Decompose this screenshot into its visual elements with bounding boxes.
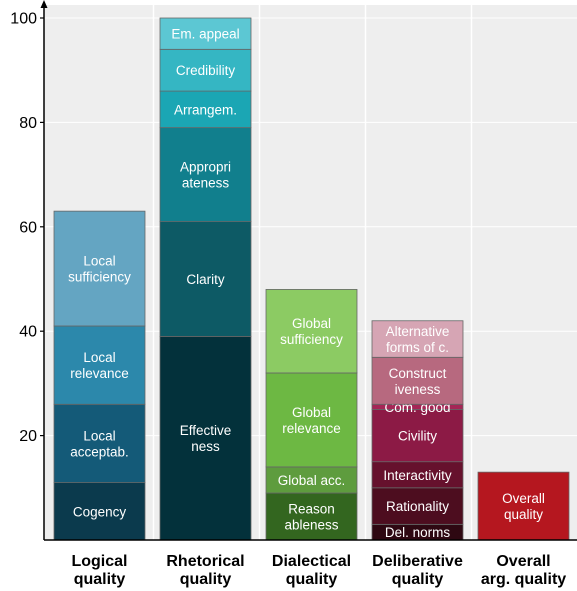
segment-label: Alternative forms of c. [386, 324, 450, 355]
segment-label: Appropri ateness [180, 160, 231, 191]
segment-label: Civility [398, 429, 437, 444]
segment-label: Local sufficiency [68, 254, 131, 285]
y-tick-label: 80 [19, 115, 37, 132]
segment-label: Global relevance [282, 405, 341, 436]
segment-label: Overall quality [502, 491, 545, 522]
category-labels: Logical quality Rhetorical quality Dialectic… [71, 553, 566, 588]
segment-label: Global sufficiency [280, 316, 343, 347]
bar-segment [53, 210, 146, 327]
bar-segment [371, 320, 464, 358]
bar-segment [371, 461, 464, 489]
category-label: Deliberative quality [372, 553, 463, 588]
category-label: Logical quality [71, 553, 127, 588]
segment-label: Local acceptab. [70, 428, 129, 459]
bar-stack: Effective ness Clarity Appropri ateness Arran… [159, 17, 252, 541]
bar-segment [371, 487, 464, 525]
bar-segment [159, 17, 252, 50]
segment-label: Credibility [176, 63, 236, 78]
segment-label: Local relevance [70, 350, 129, 381]
axes: 20 40 60 80 100 [10, 0, 577, 541]
category-label: Overall arg. quality [481, 553, 566, 588]
segment-label: Clarity [186, 272, 225, 287]
bar-segment [159, 127, 252, 222]
y-tick-label: 20 [19, 428, 37, 445]
segment-label: Construct iveness [389, 366, 447, 397]
segment-label: Rationality [386, 499, 449, 514]
segment-label: Del. norms [385, 525, 451, 540]
segment-label: Effective ness [180, 423, 232, 454]
bar-segment [477, 471, 570, 541]
bar-segment [53, 325, 146, 405]
y-tick-label: 60 [19, 219, 37, 236]
segment-label: Arrangem. [174, 102, 237, 117]
bar-segment [159, 48, 252, 92]
bar-segment [265, 372, 358, 468]
bar-stack: Overall quality [477, 471, 570, 541]
bar-stack: Cogency Local acceptab. Local relevance Local… [53, 210, 146, 541]
segment-label: Reason ableness [284, 502, 338, 533]
bar-segment [371, 356, 464, 405]
bar-segment [159, 221, 252, 337]
y-tick-label: 100 [10, 11, 37, 28]
bar-stack: Del. norms Rationality Interactivity Civili… [371, 320, 464, 541]
category-label: Rhetorical quality [166, 553, 244, 588]
segment-label: Interactivity [383, 468, 452, 483]
bar-stack: Reason ableness Global acc. Global relevance… [265, 289, 358, 541]
y-tick-label: 40 [19, 324, 37, 341]
y-axis-arrow-icon [40, 0, 48, 8]
bar-segment [371, 409, 464, 463]
segment-label: Cogency [73, 504, 127, 519]
bar-segment [53, 482, 146, 541]
bar-segment [159, 90, 252, 129]
bar-segment [265, 289, 358, 374]
segment-label: Global acc. [278, 473, 346, 488]
segment-label: Em. appeal [171, 27, 239, 42]
bars: Cogency Local acceptab. Local relevance Local… [53, 17, 570, 541]
category-label: Dialectical quality [272, 553, 351, 588]
